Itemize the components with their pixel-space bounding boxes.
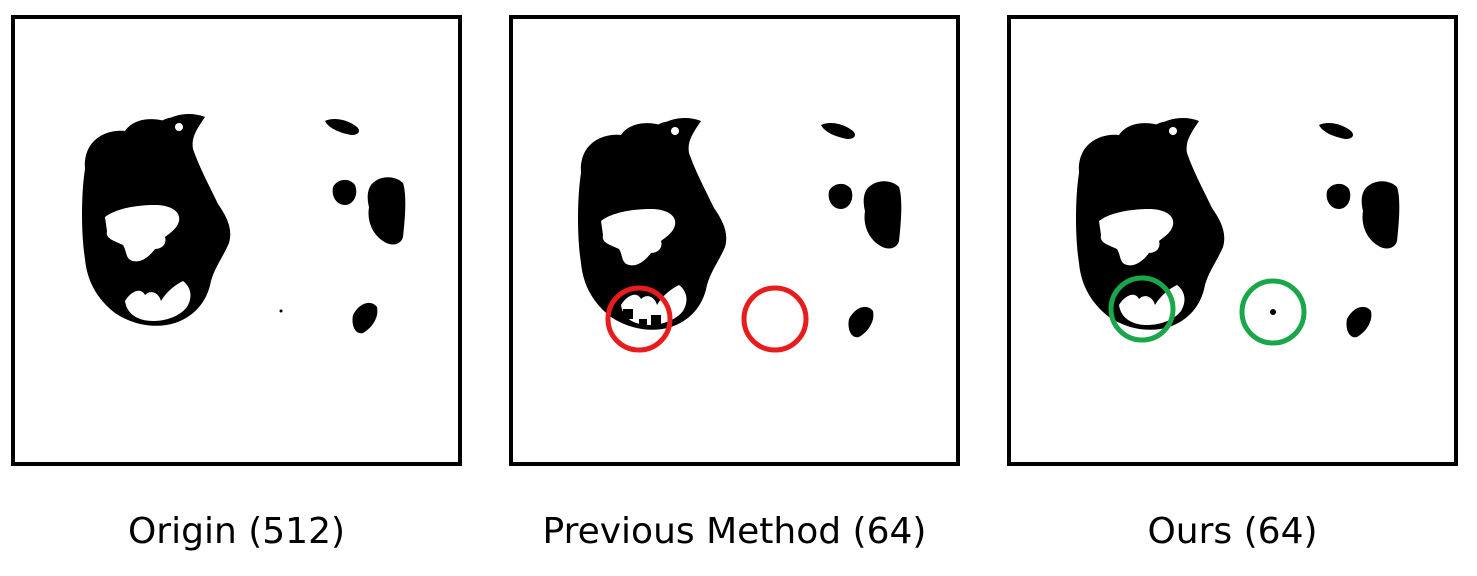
previous-method-caption: Previous Method (64): [542, 511, 927, 552]
origin-caption: Origin (512): [127, 511, 346, 552]
ours-mask-image: [1076, 118, 1400, 346]
missing-detail-marker: [605, 285, 673, 353]
origin-mask-panel: [11, 15, 462, 466]
missing-detail-marker: [741, 285, 809, 353]
previous-method-mask-panel: [509, 15, 960, 466]
preserved-detail-marker: [1108, 275, 1176, 343]
ours-mask-panel: [1007, 15, 1458, 466]
previous-method-mask-image: [578, 118, 902, 353]
origin-mask-image: [82, 114, 406, 334]
preserved-detail-marker: [1239, 278, 1307, 346]
ours-caption: Ours (64): [1147, 511, 1318, 552]
